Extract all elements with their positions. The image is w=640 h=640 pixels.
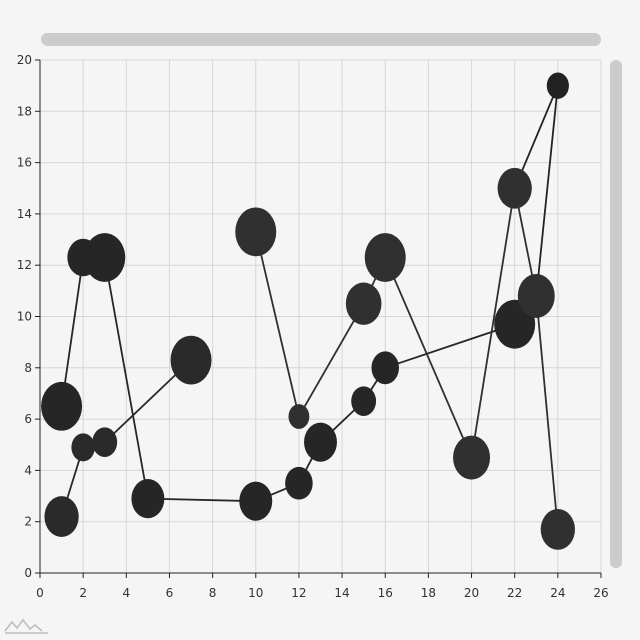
x-tick-label: 16 [378,586,393,600]
y-tick-label: 10 [17,310,32,324]
series-1-point [170,335,212,385]
series-4-point [546,72,569,99]
series-1-point [44,496,79,537]
series-2-point [285,466,313,500]
y-tick-label: 0 [24,566,32,580]
series-2-point [131,479,165,519]
x-tick-label: 2 [79,586,87,600]
series-3-point [288,404,310,429]
y-tick-label: 12 [17,258,32,272]
x-tick-label: 14 [334,586,349,600]
series-3-point [517,273,555,318]
x-tick-label: 20 [464,586,479,600]
series-2-point [84,233,126,282]
x-tick-label: 8 [209,586,217,600]
y-tick-label: 14 [17,207,32,221]
x-tick-label: 26 [593,586,608,600]
x-tick-label: 4 [122,586,130,600]
series-2-point [41,381,83,431]
series-3-point [497,167,532,209]
y-tick-label: 8 [24,361,32,375]
series-2-point [371,351,400,385]
series-1-point [71,433,95,462]
x-tick-label: 10 [248,586,263,600]
y-tick-label: 4 [24,463,32,477]
x-tick-label: 18 [421,586,436,600]
y-tick-label: 16 [17,156,32,170]
y-tick-label: 2 [24,515,32,529]
x-tick-label: 6 [166,586,174,600]
series-3-point [364,233,406,282]
series-2-point [351,386,377,416]
series-3-point [453,435,491,480]
chart-logo-icon [4,618,48,634]
x-tick-label: 0 [36,586,44,600]
series-2-line [60,256,515,503]
series-3-point [540,508,575,550]
x-tick-label: 22 [507,586,522,600]
vertical-scrollbar[interactable] [610,60,622,568]
axes [35,59,602,578]
y-tick-label: 20 [17,53,32,67]
x-tick-label: 12 [291,586,306,600]
data-points [41,72,575,550]
series-2-point [239,481,273,521]
series-1-point [92,427,118,457]
y-tick-label: 18 [17,104,32,118]
horizontal-scrollbar[interactable] [41,33,601,46]
series-3-point [345,282,382,325]
series-3-point [235,207,277,257]
y-tick-label: 6 [24,412,32,426]
series-2-point [304,422,337,462]
x-tick-label: 24 [550,586,565,600]
